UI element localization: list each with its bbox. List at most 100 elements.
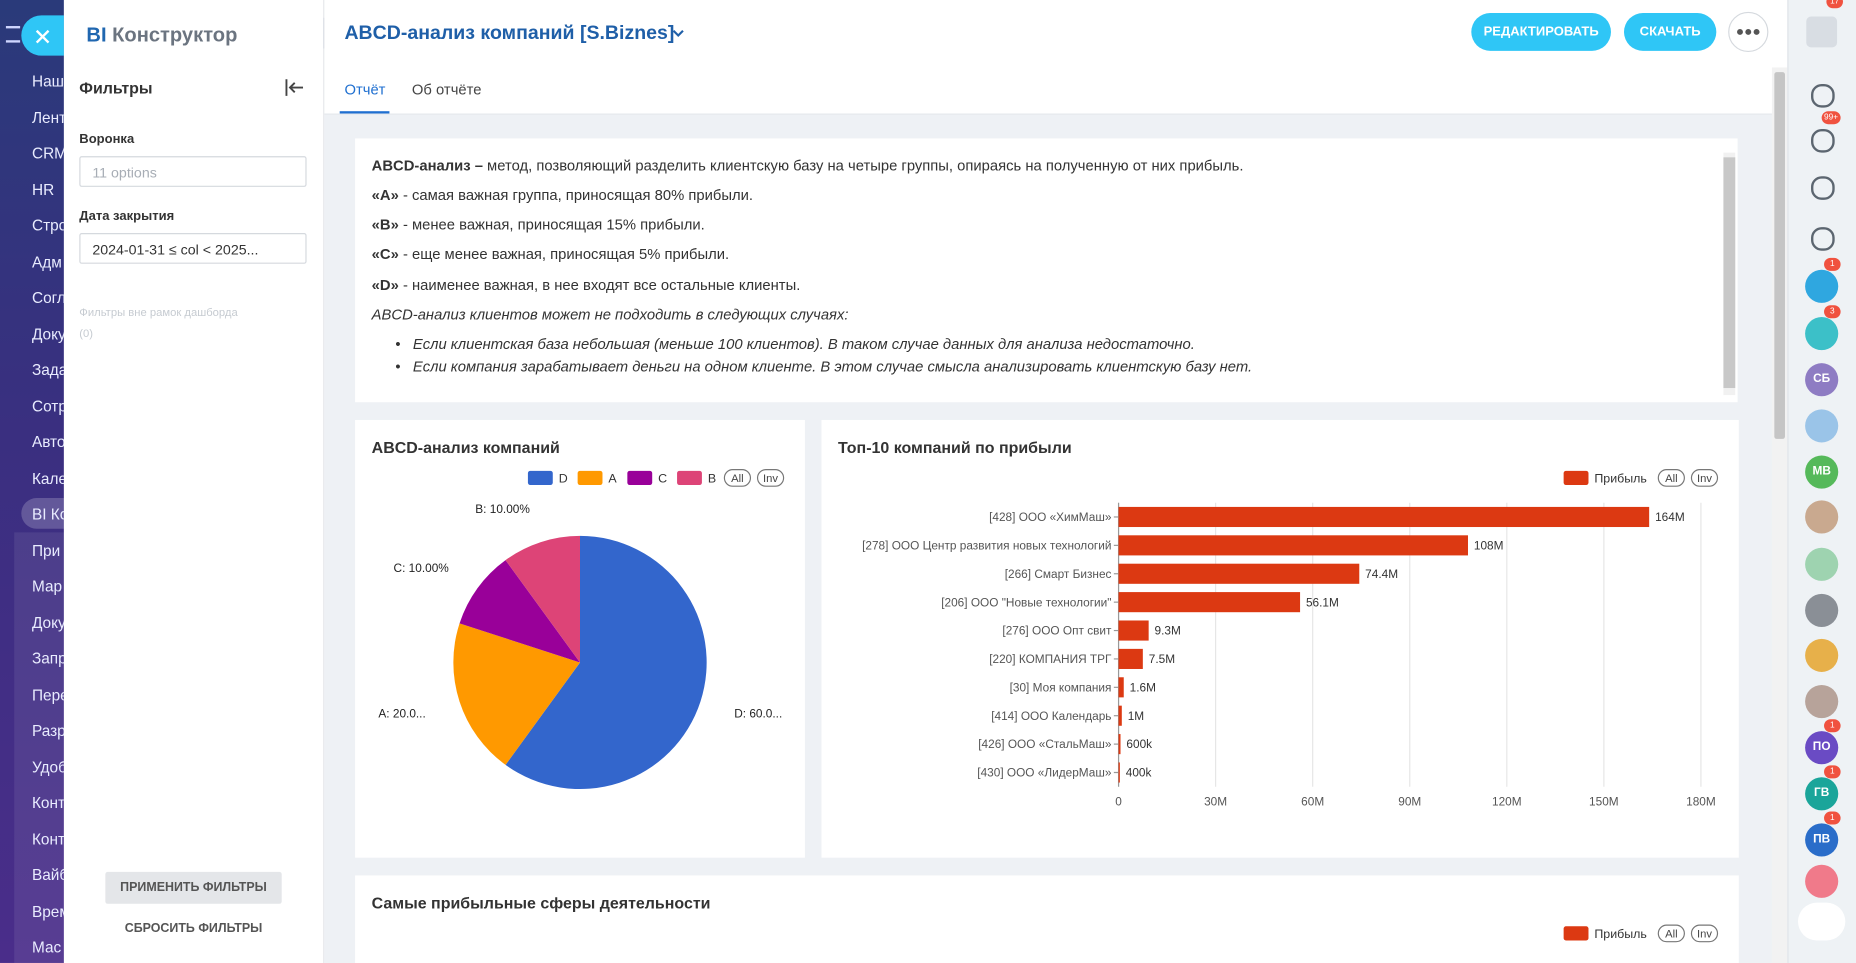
avatar[interactable]: СБ	[1805, 363, 1839, 397]
slice-label: C: 10.00%	[394, 561, 450, 575]
nav-item[interactable]: Зада	[31, 360, 64, 379]
nav-item[interactable]: Доку	[31, 613, 64, 632]
badge: 1	[1824, 257, 1841, 271]
bar-value-label: 56.1M	[1306, 595, 1339, 609]
y-tick-label: [266] Смарт Бизнес	[1005, 567, 1112, 581]
avatar[interactable]: ПО	[1805, 731, 1839, 765]
x-tick-label: 90M	[1398, 795, 1421, 809]
scrollbar[interactable]	[1723, 152, 1736, 396]
bar-value-label: 108M	[1474, 539, 1504, 553]
legend-button[interactable]	[756, 469, 785, 487]
avatar[interactable]	[1805, 409, 1839, 443]
nav-item[interactable]: Мар	[31, 577, 63, 596]
nav-item[interactable]: Лент	[31, 108, 64, 126]
nav-item[interactable]: Мас	[31, 938, 62, 956]
logo[interactable]: BI Конструктор	[86, 24, 237, 48]
y-tick-label: [430] ООО «ЛидерМаш»	[977, 766, 1112, 780]
badge: 99+	[1821, 111, 1841, 125]
nav-item[interactable]: Врем	[31, 902, 64, 920]
legend-button[interactable]	[723, 469, 752, 487]
legend-button[interactable]	[1657, 469, 1685, 487]
avatar[interactable]	[1805, 638, 1839, 672]
nav-item[interactable]: При	[31, 541, 61, 559]
page-scroll-thumb[interactable]	[1774, 72, 1785, 439]
avatar[interactable]: ПВ	[1805, 823, 1839, 857]
badge: 1	[1824, 811, 1841, 825]
nav-item[interactable]: Наш	[31, 72, 64, 90]
edit-button[interactable]: РЕДАКТИРОВАТЬ	[1471, 13, 1611, 51]
sphere-chart: Самые прибыльные сферы деятельности Inv Al…	[372, 896, 1719, 943]
nav-item[interactable]: Согл	[31, 288, 64, 307]
legend-label: C	[658, 472, 667, 486]
legend-swatch	[1563, 470, 1589, 486]
bar	[1118, 592, 1301, 613]
legend-button[interactable]	[1690, 469, 1719, 487]
nav-item[interactable]: BI Ко	[31, 505, 64, 523]
rail-icon[interactable]	[1811, 128, 1835, 153]
help-icon[interactable]	[1806, 16, 1838, 48]
sphere-card: Самые прибыльные сферы деятельности Inv Al…	[355, 875, 1739, 963]
outside-filters[interactable]: Фильтры вне рамок дашборда	[79, 306, 238, 320]
date-input[interactable]: 2024-01-31 ≤ col < 2025...	[79, 233, 307, 264]
nav-item[interactable]: Вайб	[31, 865, 64, 884]
avatar[interactable]: ГВ	[1805, 777, 1839, 811]
rail-icon[interactable]	[1811, 227, 1835, 251]
nav-item[interactable]: Авто	[31, 432, 64, 451]
legend-button[interactable]	[1657, 924, 1685, 943]
slice-label: D: 60.0...	[734, 706, 782, 720]
avatar[interactable]	[1805, 500, 1839, 534]
nav-item[interactable]: Кале	[31, 469, 64, 487]
tab[interactable]: Об отчёте	[411, 81, 482, 99]
nav-item[interactable]: Конт	[31, 829, 64, 848]
collapse-icon[interactable]	[284, 78, 305, 97]
nav-item[interactable]: Доку	[31, 324, 64, 343]
nav-item[interactable]: Пере	[31, 685, 64, 704]
avatar[interactable]: МВ	[1805, 455, 1839, 489]
tab-active[interactable]: Отчёт	[344, 81, 386, 99]
download-button[interactable]: СКАЧАТЬ	[1623, 13, 1717, 51]
nav-item[interactable]: Стро	[31, 216, 64, 235]
avatar[interactable]	[1805, 269, 1839, 303]
more-button[interactable]	[1728, 11, 1769, 53]
reset-button[interactable]: СБРОСИТЬ ФИЛЬТРЫ	[124, 921, 263, 936]
title-chevron[interactable]	[671, 28, 685, 40]
avatar[interactable]	[1805, 593, 1839, 627]
avatar-label: ГВ	[1814, 786, 1830, 800]
legend-button-label: Inv	[1697, 929, 1712, 941]
nav-item[interactable]: Адм	[31, 252, 62, 271]
nav-item[interactable]: HR	[31, 180, 55, 199]
text: - самая важная группа, приносящая 80% пр…	[402, 186, 753, 204]
avatar-label: СБ	[1813, 372, 1831, 386]
legend-swatch	[527, 470, 553, 486]
avatar-label: МВ	[1812, 464, 1831, 478]
sidebar: Наш Лент CRM HR Стро Адм Согл Доку Зада Сотр Авто К…	[0, 0, 64, 963]
legend-button[interactable]	[1690, 924, 1719, 943]
avatar-label: ПВ	[1813, 832, 1831, 846]
avatar[interactable]	[1805, 317, 1839, 351]
nav-item[interactable]: Удоб	[31, 757, 64, 776]
tab-underline	[339, 111, 390, 114]
nav-item[interactable]: Разр	[31, 721, 64, 740]
y-tick-label: [278] ООО Центр развития новых технологи…	[862, 539, 1111, 553]
rail-icon[interactable]	[1811, 176, 1835, 200]
avatar[interactable]	[1805, 547, 1839, 581]
x-tick-label: 120M	[1492, 795, 1522, 809]
apply-button[interactable]: ПРИМЕНИТЬ ФИЛЬТРЫ	[105, 871, 282, 904]
bar	[1118, 506, 1650, 528]
x-tick-label: 0	[1115, 795, 1122, 809]
avatar[interactable]	[1805, 684, 1839, 719]
funnel-select[interactable]: 11 options	[79, 156, 307, 187]
text: - наименее важная, в нее входят все оста…	[402, 276, 801, 294]
scroll-thumb[interactable]	[1723, 157, 1736, 389]
rail-icon[interactable]	[1811, 83, 1835, 108]
nav-item[interactable]: Запр	[31, 649, 64, 668]
avatar[interactable]	[1805, 864, 1839, 898]
nav-item[interactable]: Конт	[31, 793, 64, 812]
nav-item[interactable]: Сотр	[31, 396, 64, 415]
close-button[interactable]	[21, 15, 64, 56]
note: ABCD-анализ клиентов может не подходить …	[371, 306, 849, 323]
nav-item[interactable]: CRM	[31, 144, 64, 163]
filter-label: Дата закрытия	[79, 209, 175, 224]
page-scrollbar[interactable]	[1771, 67, 1788, 963]
rail-menu[interactable]	[1797, 902, 1846, 941]
